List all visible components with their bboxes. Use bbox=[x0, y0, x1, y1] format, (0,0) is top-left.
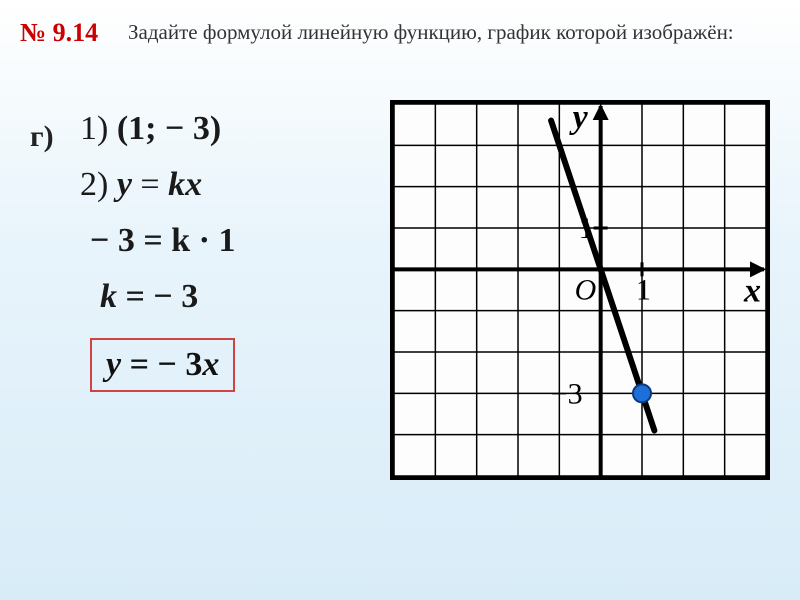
step3-text: − 3 = k · 1 bbox=[90, 222, 236, 259]
subpart-label: г) bbox=[30, 120, 54, 154]
step2-mid: = bbox=[132, 166, 168, 203]
problem-number: № 9.14 bbox=[20, 18, 98, 48]
answer-equation: y = − 3x bbox=[106, 346, 219, 383]
solution-steps: г) 1) (1; − 3) 2) y = kx − 3 = k · 1 k =… bbox=[30, 110, 350, 392]
step-4: k = − 3 bbox=[100, 278, 350, 316]
step4-lhs: k bbox=[100, 278, 117, 315]
step2-lhs: y bbox=[117, 166, 132, 203]
svg-text:x: x bbox=[743, 272, 761, 309]
answer-box: y = − 3x bbox=[90, 338, 235, 392]
svg-text:−3: −3 bbox=[551, 377, 583, 410]
step2-rhs: kx bbox=[168, 166, 202, 203]
step1-point: (1; − 3) bbox=[117, 110, 221, 147]
svg-text:1: 1 bbox=[636, 273, 651, 306]
step-2: 2) y = kx bbox=[80, 166, 350, 204]
answer-coef: 3 bbox=[185, 346, 202, 383]
answer-var: x bbox=[202, 346, 219, 383]
step2-prefix: 2) bbox=[80, 166, 117, 203]
step1-prefix: 1) bbox=[80, 110, 117, 147]
answer-lhs: y bbox=[106, 346, 121, 383]
step-1: 1) (1; − 3) bbox=[80, 110, 350, 148]
svg-text:y: y bbox=[569, 104, 589, 136]
graph-panel: y x O 1 1 −3 bbox=[390, 100, 770, 480]
step-3: − 3 = k · 1 bbox=[90, 222, 350, 260]
step4-rhs: = − 3 bbox=[117, 278, 198, 315]
problem-text: Задайте формулой линейную функцию, графи… bbox=[128, 18, 780, 47]
svg-text:1: 1 bbox=[579, 212, 594, 245]
svg-text:O: O bbox=[575, 273, 597, 306]
coordinate-graph: y x O 1 1 −3 bbox=[394, 104, 766, 476]
answer-mid: = − bbox=[121, 346, 185, 383]
